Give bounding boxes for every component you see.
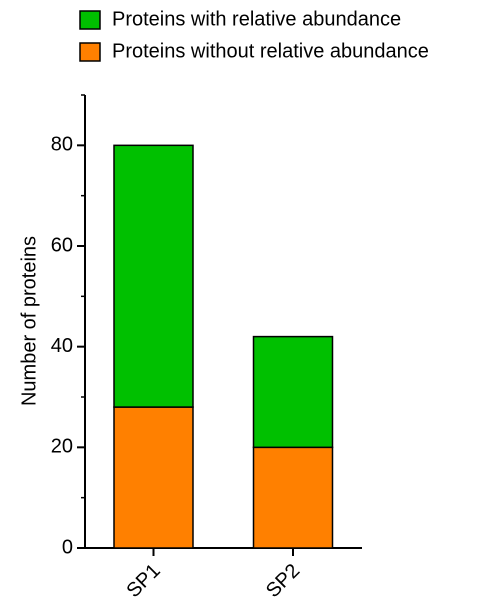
- bar-segment: [113, 144, 194, 408]
- x-tick-label: SP1: [122, 560, 164, 602]
- bar-segment: [252, 446, 334, 549]
- legend-swatch: [79, 42, 101, 62]
- y-tick-label: 60: [51, 234, 73, 256]
- bar-segment: [252, 335, 334, 449]
- x-tick-label: SP2: [262, 560, 304, 602]
- y-tick-label: 0: [62, 536, 73, 558]
- legend-swatch: [79, 10, 101, 30]
- y-tick-label: 40: [51, 335, 73, 357]
- bar-segment: [113, 406, 194, 549]
- y-tick-label: 80: [51, 134, 73, 156]
- legend-label: Proteins with relative abundance: [112, 8, 401, 30]
- y-axis-title: Number of proteins: [18, 236, 40, 406]
- y-tick-label: 20: [51, 436, 73, 458]
- legend-label: Proteins without relative abundance: [112, 40, 429, 62]
